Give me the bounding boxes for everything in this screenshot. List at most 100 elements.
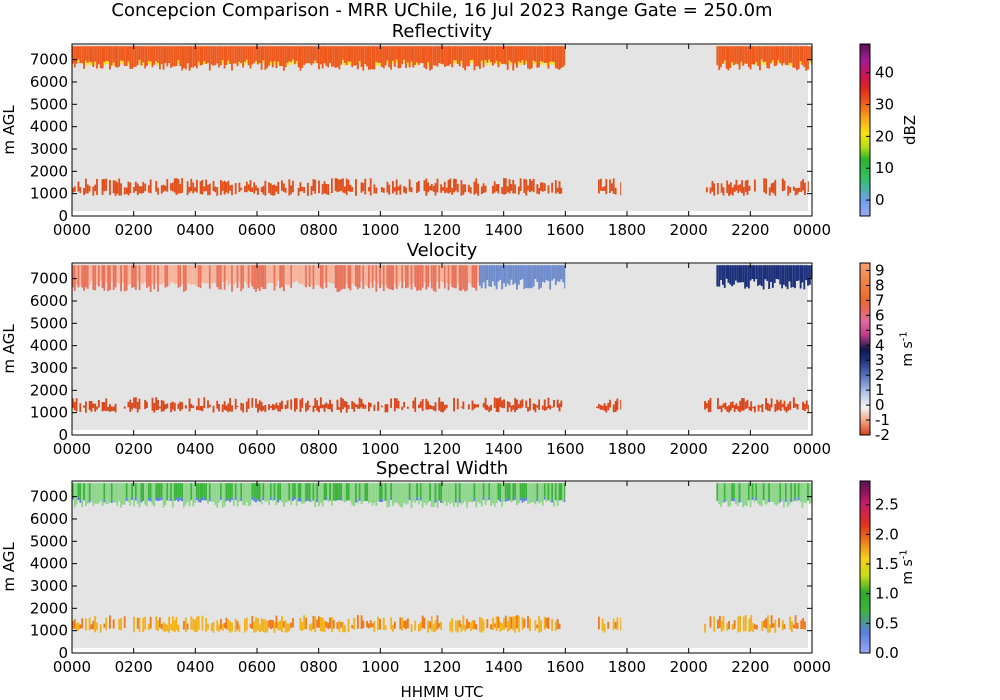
data-cell	[807, 483, 809, 501]
data-cell	[506, 186, 509, 193]
data-cell	[297, 187, 300, 196]
data-cell	[599, 178, 602, 191]
data-cell	[761, 621, 764, 632]
data-cell	[418, 180, 420, 192]
data-layers	[72, 46, 812, 196]
data-cell	[462, 184, 465, 195]
data-cell	[379, 618, 381, 630]
data-cell	[179, 46, 182, 66]
data-cell	[384, 404, 387, 413]
data-cell	[234, 46, 237, 64]
x-tick-label: 0600	[238, 440, 276, 458]
data-cell-edge	[543, 496, 546, 500]
data-cell	[77, 265, 80, 288]
data-cell	[77, 483, 80, 498]
data-cell	[343, 265, 346, 289]
data-cell	[210, 483, 213, 502]
data-cell	[464, 624, 467, 632]
data-cell	[725, 265, 728, 279]
data-cell	[129, 182, 132, 194]
data-cell	[303, 46, 306, 65]
data-cell	[245, 617, 248, 631]
data-cell	[519, 265, 522, 280]
data-cell-edge	[208, 498, 211, 502]
data-cell	[453, 483, 455, 507]
data-cell	[781, 46, 783, 66]
data-cell	[101, 265, 104, 288]
data-cell	[789, 401, 792, 410]
data-cell	[347, 483, 350, 501]
data-cell	[562, 483, 565, 503]
data-cell-edge	[179, 497, 182, 501]
data-cell	[205, 179, 207, 192]
data-cell	[368, 187, 370, 192]
panel-title: Velocity	[407, 240, 478, 261]
data-cell	[218, 265, 220, 290]
data-cell	[347, 179, 350, 192]
data-cell	[558, 623, 561, 629]
data-cell-edge	[731, 497, 734, 501]
data-cell	[90, 401, 93, 412]
data-cell	[804, 182, 806, 195]
data-cell-edge	[760, 59, 763, 63]
data-cell	[484, 265, 487, 289]
data-cell	[445, 483, 448, 506]
data-cell	[451, 618, 454, 633]
data-cell	[253, 265, 256, 290]
colorbar-label: dBZ	[901, 115, 919, 145]
data-cell	[499, 397, 502, 408]
data-cell-edge	[112, 62, 115, 66]
data-cell	[460, 406, 463, 408]
data-cell	[734, 265, 737, 281]
data-cell	[739, 184, 741, 192]
data-cell	[258, 400, 261, 411]
data-cell	[197, 46, 200, 62]
x-tick-label: 1000	[361, 658, 399, 676]
data-cell	[432, 46, 435, 66]
data-cell	[609, 179, 611, 193]
data-cell-edge	[314, 60, 317, 64]
data-cell	[319, 397, 322, 409]
data-cell	[353, 617, 356, 630]
data-cell	[253, 621, 256, 633]
data-cell	[760, 265, 763, 287]
data-cell	[493, 623, 496, 628]
data-cell	[271, 46, 274, 68]
data-cell	[390, 483, 392, 497]
data-cell-edge	[799, 61, 802, 65]
data-cell	[741, 398, 743, 411]
data-cell-edge	[288, 61, 291, 65]
data-cell	[380, 46, 383, 67]
data-cell	[175, 483, 178, 498]
data-cell	[480, 265, 483, 289]
data-cell	[332, 265, 335, 284]
data-cell	[436, 46, 439, 67]
data-cell	[519, 400, 522, 409]
data-cell	[73, 46, 76, 68]
x-tick-label: 0200	[115, 440, 153, 458]
data-cell	[282, 265, 285, 292]
data-cell	[244, 265, 246, 282]
data-cell	[151, 46, 154, 68]
data-cell	[754, 406, 756, 413]
data-cell	[131, 402, 133, 410]
data-cell-edge	[155, 497, 158, 501]
data-cell	[77, 46, 80, 60]
data-cell	[351, 625, 354, 629]
data-cell	[768, 187, 771, 196]
data-cell	[162, 46, 165, 70]
data-cell	[236, 265, 239, 288]
data-cell	[393, 187, 396, 192]
data-cell	[781, 178, 784, 192]
data-cell	[521, 46, 524, 61]
data-cell	[203, 397, 206, 409]
data-cell	[349, 483, 352, 502]
data-cell	[268, 483, 270, 505]
data-cell	[306, 400, 309, 411]
data-cell	[369, 403, 372, 408]
data-cell	[730, 182, 732, 195]
data-cell	[136, 183, 139, 196]
data-cell	[736, 483, 739, 506]
data-cell	[534, 620, 537, 631]
